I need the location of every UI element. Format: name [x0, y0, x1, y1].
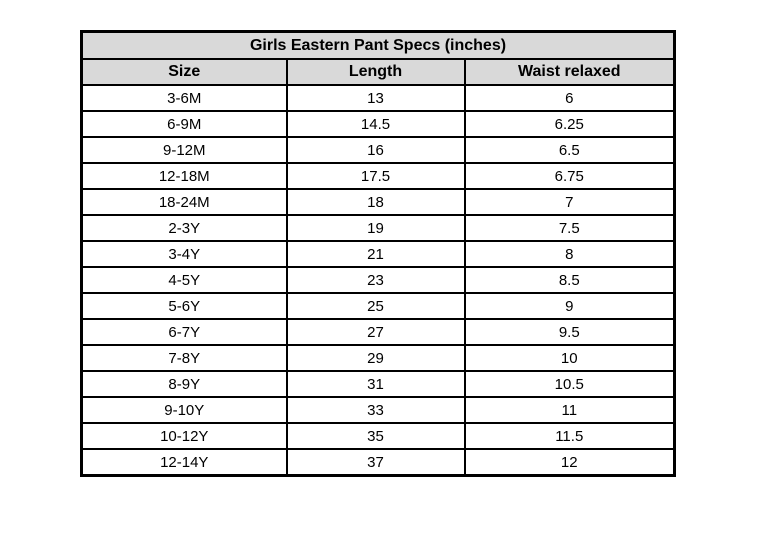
table-cell: 17.5: [285, 162, 466, 190]
table-cell: 9-12M: [80, 136, 288, 164]
table-cell: 8-9Y: [80, 370, 288, 398]
table-cell: 6-7Y: [80, 318, 288, 346]
table-cell: 3-6M: [80, 84, 288, 112]
table-cell: 14.5: [285, 110, 466, 138]
column-header: Length: [285, 58, 466, 86]
table-row: 6-7Y 27 9.5: [80, 318, 676, 346]
table-cell: 16: [285, 136, 466, 164]
table-header-row: Size Length Waist relaxed: [80, 58, 676, 86]
table-row: 18-24M 18 7: [80, 188, 676, 216]
table-row: 4-5Y 23 8.5: [80, 266, 676, 294]
table-cell: 19: [285, 214, 466, 242]
table-cell: 8: [463, 240, 676, 268]
table-cell: 7-8Y: [80, 344, 288, 372]
table-cell: 35: [285, 422, 466, 450]
table-cell: 29: [285, 344, 466, 372]
table-cell: 11.5: [463, 422, 676, 450]
table-title: Girls Eastern Pant Specs (inches): [80, 30, 676, 60]
table-cell: 27: [285, 318, 466, 346]
table-row: 10-12Y 35 11.5: [80, 422, 676, 450]
column-header: Size: [80, 58, 288, 86]
table-row: 5-6Y 25 9: [80, 292, 676, 320]
table-row: 8-9Y 31 10.5: [80, 370, 676, 398]
table-cell: 18-24M: [80, 188, 288, 216]
table-row: 12-14Y 37 12: [80, 448, 676, 477]
column-header: Waist relaxed: [463, 58, 676, 86]
table-row: 2-3Y 19 7.5: [80, 214, 676, 242]
table-row: 7-8Y 29 10: [80, 344, 676, 372]
table-title-row: Girls Eastern Pant Specs (inches): [80, 30, 676, 60]
table-cell: 12-18M: [80, 162, 288, 190]
table-cell: 9-10Y: [80, 396, 288, 424]
table-cell: 31: [285, 370, 466, 398]
table-cell: 25: [285, 292, 466, 320]
table-row: 6-9M 14.5 6.25: [80, 110, 676, 138]
table-cell: 6-9M: [80, 110, 288, 138]
table-cell: 6: [463, 84, 676, 112]
table-cell: 37: [285, 448, 466, 477]
spec-table-container: Girls Eastern Pant Specs (inches) Size Le…: [80, 30, 677, 477]
table-cell: 4-5Y: [80, 266, 288, 294]
table-cell: 6.75: [463, 162, 676, 190]
table-row: 3-4Y 21 8: [80, 240, 676, 268]
pant-specs-table: Girls Eastern Pant Specs (inches) Size Le…: [80, 30, 677, 477]
table-cell: 33: [285, 396, 466, 424]
table-cell: 5-6Y: [80, 292, 288, 320]
table-cell: 7.5: [463, 214, 676, 242]
table-cell: 13: [285, 84, 466, 112]
table-row: 9-10Y 33 11: [80, 396, 676, 424]
table-cell: 21: [285, 240, 466, 268]
table-cell: 10: [463, 344, 676, 372]
table-cell: 3-4Y: [80, 240, 288, 268]
table-cell: 2-3Y: [80, 214, 288, 242]
table-cell: 12-14Y: [80, 448, 288, 477]
table-cell: 8.5: [463, 266, 676, 294]
table-cell: 12: [463, 448, 676, 477]
table-cell: 6.5: [463, 136, 676, 164]
table-cell: 11: [463, 396, 676, 424]
table-cell: 18: [285, 188, 466, 216]
table-cell: 9.5: [463, 318, 676, 346]
table-row: 12-18M 17.5 6.75: [80, 162, 676, 190]
table-cell: 10.5: [463, 370, 676, 398]
table-cell: 9: [463, 292, 676, 320]
table-cell: 23: [285, 266, 466, 294]
table-cell: 10-12Y: [80, 422, 288, 450]
table-cell: 6.25: [463, 110, 676, 138]
table-row: 9-12M 16 6.5: [80, 136, 676, 164]
table-row: 3-6M 13 6: [80, 84, 676, 112]
table-cell: 7: [463, 188, 676, 216]
